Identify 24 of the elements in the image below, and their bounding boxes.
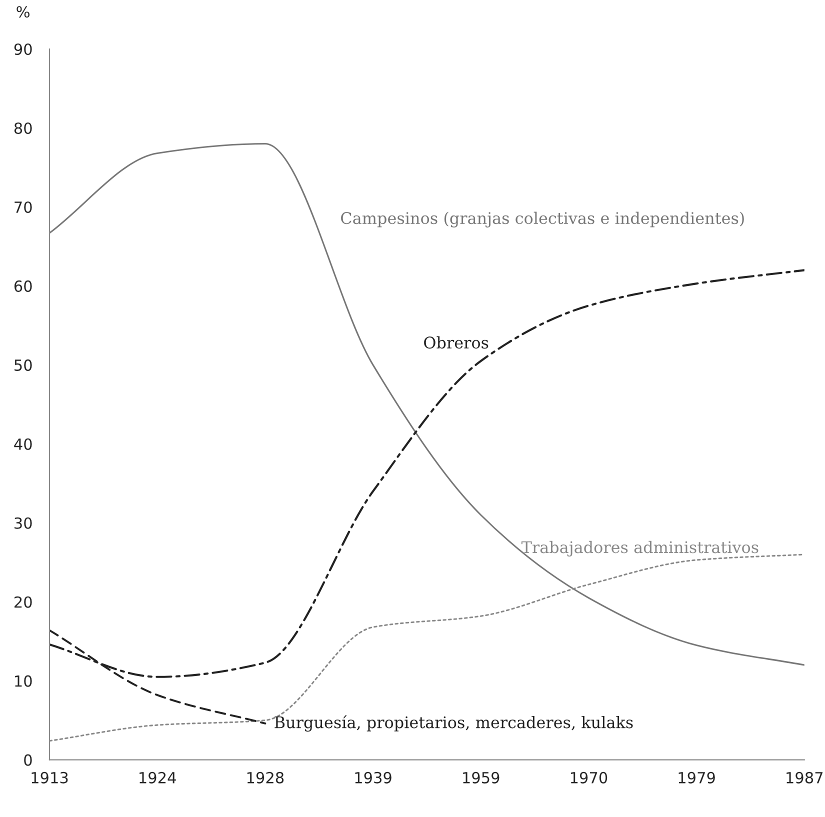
x-tick-label: 1987 [786,772,823,784]
series-label: Burguesía, propietarios, mercaderes, kulaks [274,715,633,732]
y-tick-label: 30 [14,517,32,529]
y-tick-label: 50 [14,359,32,371]
y-tick-label: 80 [14,122,32,134]
y-tick-label: 40 [14,438,32,450]
y-tick-label: 10 [15,675,32,687]
x-tick-label: 1928 [247,772,284,784]
y-axis-title: % [16,6,30,18]
x-tick-label: 1970 [570,772,608,784]
y-tick-label: 70 [14,201,32,213]
x-tick-label: 1913 [32,772,68,784]
y-tick-label: 90 [14,43,32,56]
y-tick-label: 0 [24,754,32,766]
x-tick-label: 1959 [463,772,500,784]
x-tick-label: 1939 [355,772,392,784]
x-tick-label: 1979 [678,772,715,784]
series-label: Trabajadores administrativos [521,540,758,557]
series-label: Campesinos (granjas colectivas e independientes) [341,212,744,228]
series-label: Obreros [424,336,488,349]
y-tick-label: 60 [14,280,32,292]
y-tick-label: 20 [14,596,32,608]
x-tick-label: 1924 [140,772,176,784]
line-series [50,143,804,666]
